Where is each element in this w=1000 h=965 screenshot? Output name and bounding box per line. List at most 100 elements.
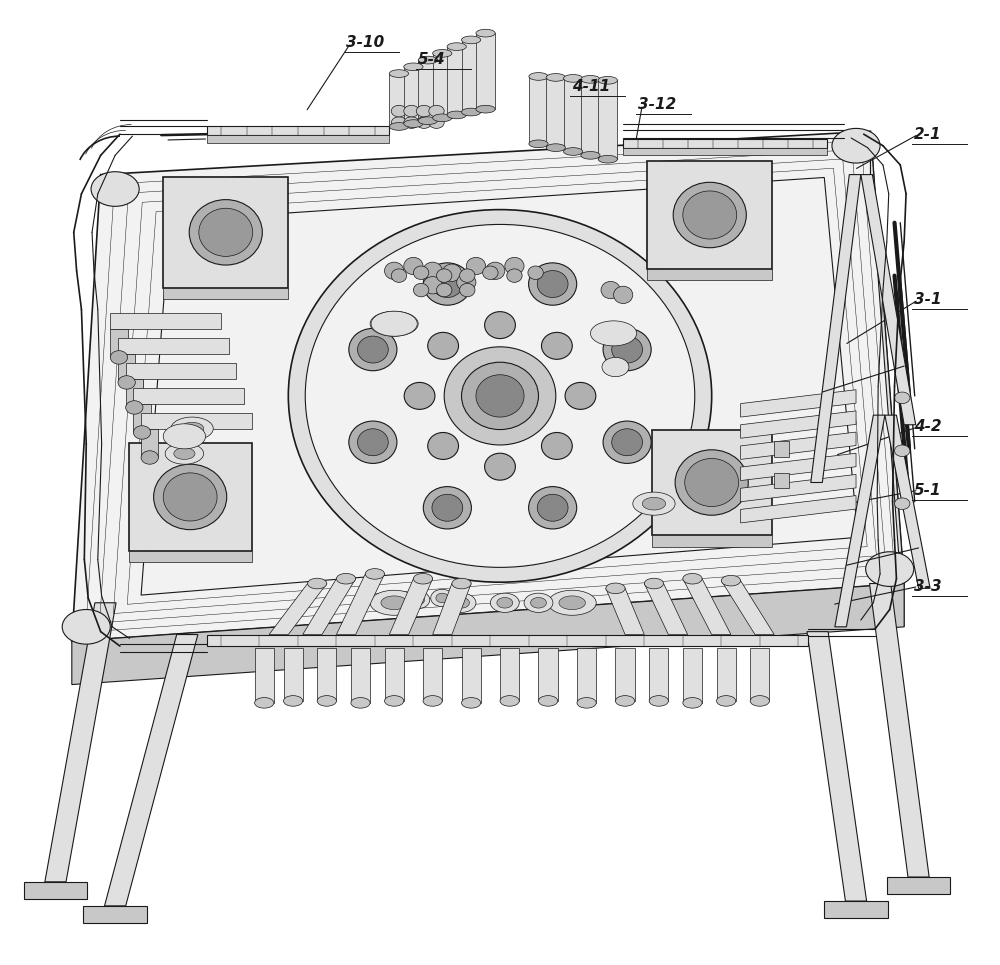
- Text: 3-10: 3-10: [346, 36, 384, 50]
- Ellipse shape: [590, 320, 637, 345]
- Ellipse shape: [391, 105, 407, 117]
- Ellipse shape: [371, 312, 417, 336]
- Ellipse shape: [180, 423, 204, 435]
- Ellipse shape: [546, 144, 565, 152]
- Polygon shape: [336, 574, 385, 635]
- Ellipse shape: [436, 593, 449, 603]
- Ellipse shape: [423, 262, 471, 305]
- Ellipse shape: [565, 382, 596, 409]
- Ellipse shape: [606, 583, 625, 593]
- Polygon shape: [623, 148, 827, 155]
- Polygon shape: [404, 67, 423, 124]
- Ellipse shape: [500, 696, 519, 706]
- Ellipse shape: [428, 332, 459, 359]
- Ellipse shape: [528, 266, 543, 280]
- Polygon shape: [462, 40, 481, 112]
- Ellipse shape: [541, 432, 572, 459]
- Ellipse shape: [165, 443, 204, 464]
- Ellipse shape: [546, 73, 565, 81]
- Polygon shape: [538, 648, 558, 701]
- Polygon shape: [647, 269, 772, 281]
- Ellipse shape: [404, 105, 419, 117]
- Ellipse shape: [476, 29, 495, 37]
- Polygon shape: [269, 584, 327, 635]
- Ellipse shape: [418, 117, 437, 124]
- Polygon shape: [423, 648, 442, 701]
- Ellipse shape: [538, 696, 558, 706]
- Polygon shape: [303, 579, 356, 635]
- Ellipse shape: [404, 120, 423, 127]
- Polygon shape: [110, 314, 221, 328]
- Polygon shape: [741, 475, 856, 502]
- Polygon shape: [869, 584, 929, 877]
- Polygon shape: [72, 584, 904, 684]
- Polygon shape: [581, 79, 600, 155]
- Ellipse shape: [598, 155, 617, 163]
- Ellipse shape: [404, 258, 423, 275]
- Polygon shape: [623, 139, 827, 148]
- Ellipse shape: [476, 374, 524, 417]
- Ellipse shape: [548, 591, 596, 616]
- Ellipse shape: [454, 597, 469, 608]
- Ellipse shape: [750, 696, 769, 706]
- Ellipse shape: [612, 428, 643, 455]
- Ellipse shape: [462, 36, 481, 43]
- Polygon shape: [351, 648, 370, 703]
- Polygon shape: [141, 428, 158, 457]
- Ellipse shape: [895, 445, 910, 456]
- Ellipse shape: [351, 698, 370, 708]
- Ellipse shape: [483, 266, 498, 280]
- Text: 4-11: 4-11: [572, 78, 610, 94]
- Ellipse shape: [288, 209, 712, 582]
- Ellipse shape: [505, 258, 524, 275]
- Ellipse shape: [673, 182, 746, 248]
- Ellipse shape: [895, 392, 910, 403]
- Polygon shape: [774, 441, 789, 456]
- Polygon shape: [433, 53, 452, 118]
- Ellipse shape: [133, 426, 151, 439]
- Polygon shape: [564, 78, 583, 152]
- Polygon shape: [118, 353, 135, 382]
- Polygon shape: [824, 901, 888, 919]
- Ellipse shape: [336, 573, 356, 584]
- Ellipse shape: [716, 696, 736, 706]
- Ellipse shape: [308, 578, 327, 589]
- Ellipse shape: [559, 596, 585, 610]
- Text: 5-1: 5-1: [914, 482, 941, 498]
- Ellipse shape: [444, 346, 556, 445]
- Polygon shape: [141, 413, 252, 428]
- Polygon shape: [24, 882, 87, 899]
- Polygon shape: [255, 648, 274, 703]
- Ellipse shape: [423, 696, 442, 706]
- Polygon shape: [118, 338, 229, 353]
- Ellipse shape: [284, 696, 303, 706]
- Polygon shape: [129, 443, 252, 551]
- Ellipse shape: [447, 111, 466, 119]
- Ellipse shape: [389, 69, 409, 77]
- Ellipse shape: [436, 284, 452, 297]
- Ellipse shape: [649, 696, 668, 706]
- Polygon shape: [546, 77, 565, 148]
- Polygon shape: [606, 589, 644, 635]
- Polygon shape: [447, 46, 466, 115]
- Ellipse shape: [404, 117, 419, 128]
- Ellipse shape: [531, 597, 546, 608]
- Polygon shape: [207, 135, 389, 143]
- Ellipse shape: [866, 552, 914, 587]
- Polygon shape: [835, 415, 885, 627]
- Ellipse shape: [370, 312, 418, 336]
- Ellipse shape: [564, 74, 583, 82]
- Polygon shape: [811, 175, 861, 482]
- Text: 2-1: 2-1: [914, 126, 941, 142]
- Ellipse shape: [141, 451, 158, 464]
- Polygon shape: [807, 632, 867, 901]
- Ellipse shape: [895, 498, 910, 510]
- Ellipse shape: [255, 698, 274, 708]
- Ellipse shape: [91, 172, 139, 207]
- Polygon shape: [741, 411, 856, 438]
- Ellipse shape: [199, 208, 253, 257]
- Polygon shape: [716, 648, 736, 701]
- Polygon shape: [163, 177, 288, 288]
- Ellipse shape: [683, 573, 702, 584]
- Polygon shape: [649, 648, 668, 701]
